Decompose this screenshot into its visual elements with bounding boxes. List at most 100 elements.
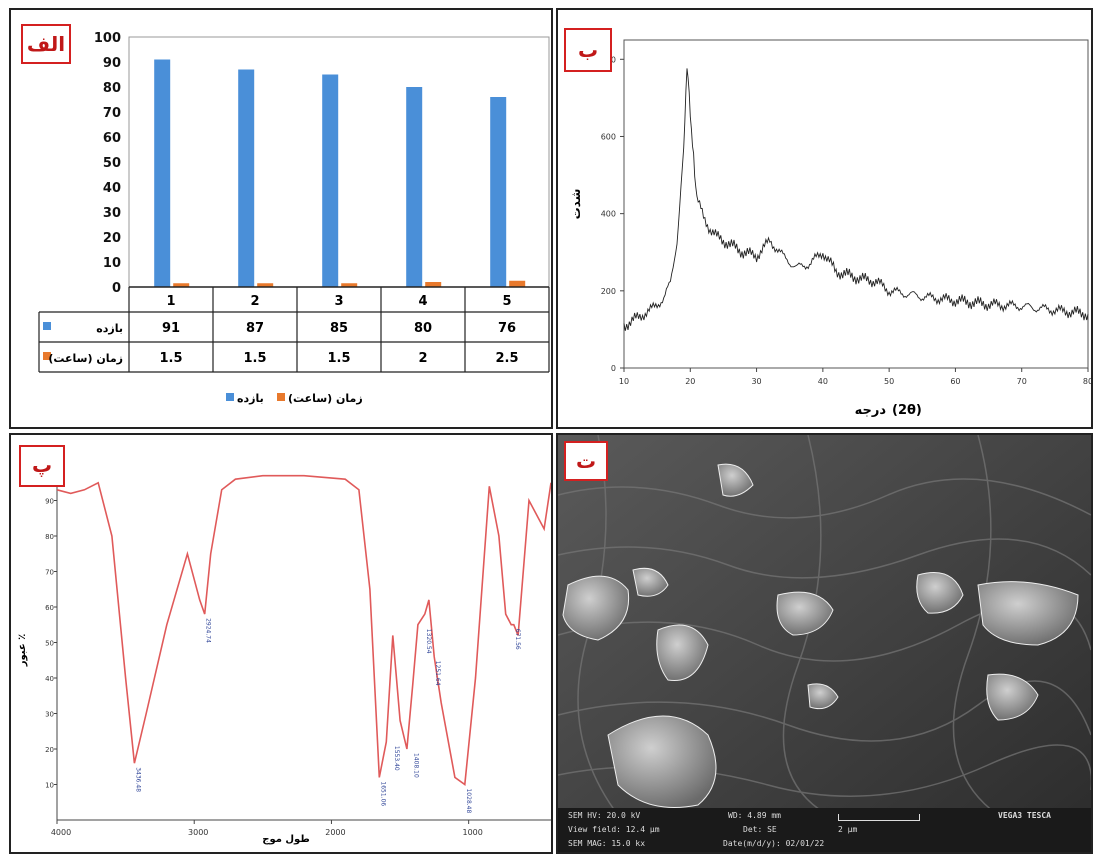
peak-label: 2924.74 (205, 618, 212, 643)
sem-particle (986, 673, 1039, 721)
category-label: 2 (250, 294, 259, 309)
panel-xrd-chart: 1020304050607080020040060000درجه(2θ)شدت … (556, 8, 1093, 429)
sem-particle (656, 624, 709, 682)
x-tick-label: 40 (818, 377, 828, 386)
bar (238, 69, 255, 287)
y-axis-label: شدت (569, 189, 583, 220)
peak-label: 1251.64 (434, 661, 441, 686)
xrd-trace (623, 68, 1089, 331)
plot-frame (623, 39, 1089, 369)
panel-bar-chart: 0 10 20 30 40 50 60 70 80 90 100 1 2 3 4 5 بازده 91 87 85 80… (9, 8, 553, 429)
table-value: 2.5 (495, 351, 518, 366)
table-value: 76 (498, 321, 516, 336)
bar (406, 87, 423, 287)
x-axis-label: طول موج (262, 834, 310, 845)
category-label: 5 (502, 294, 511, 309)
sem-particle (916, 572, 964, 614)
y-tick-label: 400 (601, 210, 616, 219)
table-value: 1.5 (243, 351, 266, 366)
peak-label: 671.56 (514, 629, 521, 650)
sem-particle (562, 575, 630, 641)
y-tick-label: 70 (45, 569, 54, 577)
plot-area (128, 36, 550, 288)
panel-sem-image: SEM HV: 20.0 kV WD: 4.89 mm VEGA3 TESCA … (556, 433, 1093, 854)
legend-swatch (277, 393, 285, 401)
sem-det: Det: SE (743, 825, 777, 834)
bar (490, 97, 507, 287)
legend-label: زمان (ساعت) (288, 392, 363, 405)
table-value: 2 (418, 351, 427, 366)
peak-label: 1553.40 (393, 746, 400, 771)
sem-date: Date(m/d/y): 02/01/22 (723, 839, 825, 848)
sem-view-field: View field: 12.4 μm (568, 825, 660, 834)
y-tick-label: 50 (103, 156, 121, 171)
y-tick-label: 200 (601, 287, 616, 296)
y-tick-label: 30 (103, 206, 121, 221)
y-tick-label: 100 (94, 31, 121, 46)
y-tick-label: 10 (103, 256, 121, 271)
peak-label: 1408.10 (413, 753, 420, 778)
sem-scale-bar (838, 814, 920, 821)
xrd-chart-svg: 1020304050607080020040060000درجه(2θ)شدت (569, 39, 1091, 418)
y-tick-label: 30 (45, 711, 54, 719)
peak-label: 1028.48 (465, 789, 472, 814)
panel-tag-b: ب (564, 28, 612, 72)
y-tick-label: 10 (45, 782, 54, 790)
y-tick-label: 20 (45, 746, 54, 754)
sem-particle (807, 683, 839, 710)
ftir-chart-svg: 4000 3000 2000 1000 10 20 30 40 50 60 70 80 90 3436.4… (17, 465, 551, 845)
x-tick-label: 4000 (51, 828, 71, 837)
table-legend-swatch (43, 322, 51, 330)
panel-tag-d: ت (564, 441, 608, 481)
y-tick-label: 40 (103, 181, 121, 196)
y-tick-label: 600 (601, 132, 616, 141)
peak-label: 1320.54 (425, 629, 432, 654)
bar (154, 59, 171, 287)
sem-hv: SEM HV: 20.0 kV (568, 811, 641, 820)
table-value: 91 (162, 321, 180, 336)
panel-tag-c: پ (19, 445, 65, 487)
bar (257, 283, 274, 287)
sem-particle (977, 581, 1079, 646)
y-tick-label: 0 (112, 281, 121, 296)
sem-mag: SEM MAG: 15.0 kx (568, 839, 646, 848)
bar (173, 283, 190, 287)
x-tick-label: 50 (884, 377, 894, 386)
y-tick-label: 80 (103, 81, 121, 96)
sem-particle (632, 567, 669, 597)
sem-brand: VEGA3 TESCA (998, 811, 1051, 820)
x-tick-label: 60 (950, 377, 960, 386)
bar (341, 283, 358, 287)
y-tick-label: 60 (103, 131, 121, 146)
y-tick-label: 40 (45, 675, 54, 683)
panel-ftir-chart: 4000 3000 2000 1000 10 20 30 40 50 60 70 80 90 3436.4… (9, 433, 553, 854)
y-tick-label: 90 (103, 56, 121, 71)
table-value: 85 (330, 321, 348, 336)
x-tick-label: 30 (751, 377, 761, 386)
y-tick-label: 0 (611, 364, 616, 373)
legend-swatch (226, 393, 234, 401)
legend-label: بازده (237, 392, 264, 405)
ftir-trace (56, 474, 551, 786)
x-tick-label: 2000 (325, 828, 345, 837)
category-label: 3 (334, 294, 343, 309)
y-tick-label: 50 (45, 640, 54, 648)
x-tick-label: 10 (619, 377, 629, 386)
sem-particle (717, 463, 754, 497)
table-value: 87 (246, 321, 264, 336)
bar (425, 282, 442, 287)
y-axis-label: عبور ٪ (17, 634, 28, 668)
x-tick-label: 3000 (188, 828, 208, 837)
x-tick-label: 1000 (462, 828, 482, 837)
sem-info-bar: SEM HV: 20.0 kV WD: 4.89 mm VEGA3 TESCA … (558, 808, 1091, 852)
x-tick-label: 20 (685, 377, 695, 386)
peak-label: 1651.06 (379, 781, 386, 806)
y-tick-label: 80 (45, 533, 54, 541)
category-label: 4 (418, 294, 427, 309)
bar (322, 74, 339, 287)
x-axis-label: درجه (855, 403, 887, 418)
y-tick-label: 60 (45, 604, 54, 612)
y-tick-label: 20 (103, 231, 121, 246)
sem-particle (776, 591, 834, 636)
sem-micrograph (558, 435, 1091, 852)
